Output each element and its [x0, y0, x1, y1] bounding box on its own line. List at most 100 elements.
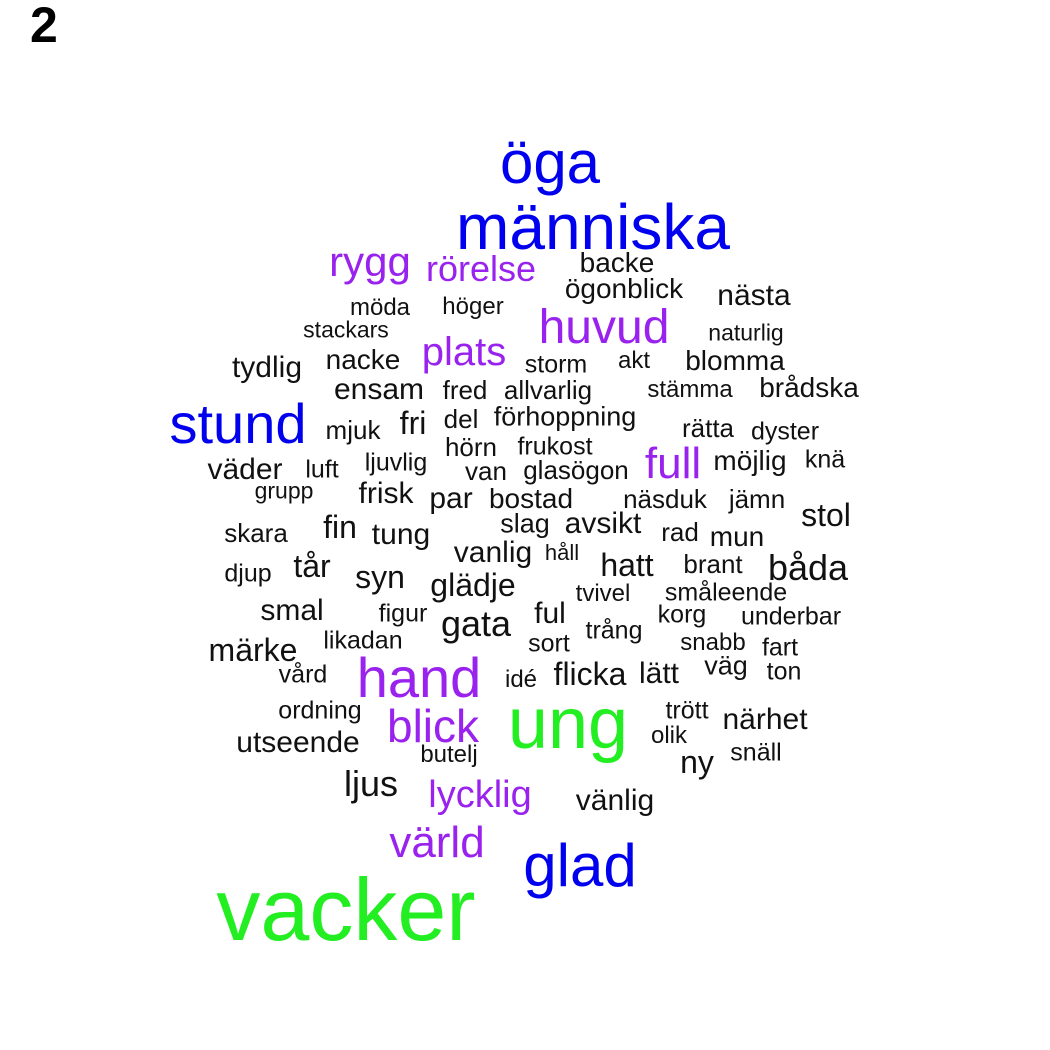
word-snabb: snabb — [680, 629, 746, 656]
word-del: del — [443, 404, 479, 434]
word-vanlig: vanlig — [453, 536, 533, 569]
word-brant: brant — [683, 549, 743, 579]
word-allvarlig: allvarlig — [503, 375, 593, 405]
word-smal: smal — [260, 594, 324, 627]
word-sort: sort — [528, 629, 570, 658]
word-frukost: frukost — [517, 432, 593, 461]
word-flicka: flicka — [553, 656, 627, 692]
word-tung: tung — [371, 518, 431, 551]
word-latt: lätt — [638, 657, 680, 690]
word-nasduk: näsduk — [623, 484, 707, 514]
panel-label: 2 — [30, 0, 58, 53]
word-gata: gata — [440, 603, 512, 644]
word-korg: korg — [657, 600, 707, 629]
word-bada: båda — [767, 547, 849, 588]
word-forhoppning: förhoppning — [493, 401, 637, 432]
word-ogonblick: ögonblick — [564, 273, 684, 304]
word-ratta: rätta — [681, 413, 735, 443]
word-vader: väder — [207, 453, 283, 486]
word-gladje: glädje — [430, 567, 516, 603]
word-rad: rad — [661, 517, 699, 547]
word-blomma: blomma — [685, 345, 785, 376]
word-rygg: rygg — [329, 238, 411, 285]
word-utseende: utseende — [236, 726, 360, 759]
word-moda: möda — [349, 294, 411, 321]
word-hoger: höger — [442, 293, 504, 320]
word-tydlig: tydlig — [231, 351, 303, 384]
word-glasogon: glasögon — [523, 455, 629, 485]
word-narhet: närhet — [722, 703, 808, 736]
word-full: full — [644, 439, 702, 488]
word-ljuvlig: ljuvlig — [364, 448, 428, 477]
word-avsikt: avsikt — [564, 507, 642, 540]
word-bradska: brådska — [759, 372, 859, 403]
word-stol: stol — [801, 497, 851, 533]
word-fred: fred — [442, 375, 488, 405]
word-figur: figur — [378, 599, 428, 628]
word-vard: vård — [278, 660, 328, 689]
word-olik: olik — [650, 722, 688, 749]
word-smaleende: småleende — [664, 578, 788, 607]
word-naturlig: naturlig — [708, 319, 784, 346]
word-fin: fin — [323, 509, 357, 545]
word-dyster: dyster — [750, 417, 820, 446]
word-likadan: likadan — [323, 626, 403, 655]
word-stackars: stackars — [303, 316, 389, 343]
word-storm: storm — [524, 350, 588, 379]
word-mun: mun — [709, 521, 765, 552]
word-marke: märke — [208, 632, 298, 668]
word-snall: snäll — [730, 738, 782, 767]
word-vanlig: vänlig — [575, 784, 655, 817]
word-manniska: människa — [456, 191, 730, 263]
word-ny: ny — [680, 744, 714, 780]
word-backe: backe — [579, 247, 655, 278]
word-frisk: frisk — [358, 477, 414, 510]
word-syn: syn — [355, 559, 405, 595]
word-nasta: nästa — [717, 279, 791, 312]
word-fart: fart — [761, 633, 799, 662]
word-tvivel: tvivel — [575, 580, 631, 607]
word-slag: slag — [500, 508, 550, 539]
word-hand: hand — [356, 646, 482, 709]
word-ful: ful — [534, 597, 566, 630]
word-luft: luft — [305, 455, 339, 484]
word-blick: blick — [386, 700, 480, 752]
word-nacke: nacke — [325, 344, 401, 375]
word-djup: djup — [224, 559, 272, 588]
word-akt: akt — [617, 347, 651, 374]
word-stund: stund — [169, 392, 307, 455]
word-ordning: ordning — [278, 696, 362, 725]
word-hall: håll — [544, 540, 580, 565]
word-plats: plats — [421, 330, 507, 374]
word-ide: idé — [504, 666, 538, 693]
word-horn: hörn — [444, 432, 498, 462]
word-vacker: vacker — [216, 860, 476, 959]
word-trott: trött — [665, 696, 709, 725]
word-huvud: huvud — [538, 301, 670, 354]
word-kna: knä — [804, 445, 846, 474]
word-tar: tår — [293, 548, 331, 584]
word-trang: trång — [585, 616, 643, 645]
word-ung: ung — [507, 684, 629, 764]
word-ton: ton — [766, 657, 802, 686]
word-glad: glad — [523, 832, 637, 899]
word-vag: väg — [704, 650, 748, 681]
word-ljus: ljus — [343, 763, 399, 804]
word-mojlig: möjlig — [713, 445, 787, 476]
word-stamma: stämma — [647, 376, 733, 403]
word-skara: skara — [224, 518, 288, 548]
word-varld: värld — [389, 818, 485, 867]
word-underbar: underbar — [740, 602, 842, 631]
word-mjuk: mjuk — [325, 415, 381, 445]
word-grupp: grupp — [254, 477, 314, 504]
word-fri: fri — [399, 405, 427, 441]
word-rorelse: rörelse — [425, 248, 537, 289]
word-jamn: jämn — [728, 484, 786, 514]
word-bostad: bostad — [488, 483, 574, 514]
word-ensam: ensam — [333, 373, 425, 406]
word-lycklig: lycklig — [428, 774, 532, 816]
word-hatt: hatt — [600, 547, 654, 583]
word-oga: öga — [499, 129, 601, 196]
word-par: par — [429, 482, 473, 515]
